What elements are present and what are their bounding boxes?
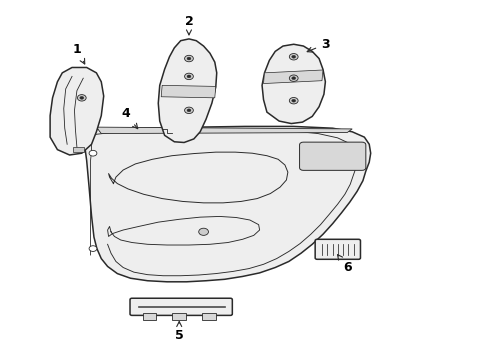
Circle shape xyxy=(292,77,295,80)
Circle shape xyxy=(187,75,191,78)
Circle shape xyxy=(292,55,295,58)
Circle shape xyxy=(289,75,298,81)
FancyBboxPatch shape xyxy=(315,239,361,259)
Circle shape xyxy=(185,55,194,62)
Circle shape xyxy=(292,99,295,102)
Text: 2: 2 xyxy=(185,14,194,35)
Polygon shape xyxy=(262,44,325,123)
Text: 1: 1 xyxy=(73,43,85,64)
Polygon shape xyxy=(264,70,323,84)
Polygon shape xyxy=(161,85,216,98)
Polygon shape xyxy=(172,313,186,320)
Polygon shape xyxy=(84,126,371,282)
Polygon shape xyxy=(202,313,216,320)
Circle shape xyxy=(80,96,84,99)
FancyBboxPatch shape xyxy=(299,142,366,170)
FancyBboxPatch shape xyxy=(130,298,232,315)
Circle shape xyxy=(289,98,298,104)
Polygon shape xyxy=(50,67,104,155)
Circle shape xyxy=(89,150,97,156)
Text: 4: 4 xyxy=(121,107,138,129)
Circle shape xyxy=(187,57,191,60)
Circle shape xyxy=(289,54,298,60)
Circle shape xyxy=(199,228,208,235)
Text: 6: 6 xyxy=(338,255,352,274)
Circle shape xyxy=(77,95,86,101)
Circle shape xyxy=(185,107,194,113)
Text: 5: 5 xyxy=(175,321,184,342)
Text: 3: 3 xyxy=(307,38,330,52)
Polygon shape xyxy=(143,313,156,320)
Polygon shape xyxy=(74,148,84,152)
Polygon shape xyxy=(97,127,352,134)
Circle shape xyxy=(89,246,97,251)
Polygon shape xyxy=(158,39,217,143)
Circle shape xyxy=(185,73,194,80)
Circle shape xyxy=(187,109,191,112)
